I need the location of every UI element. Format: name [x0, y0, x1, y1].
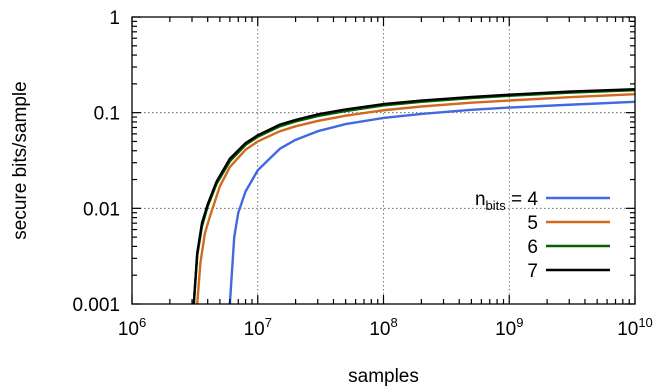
- y-tick-label: 1: [109, 8, 120, 29]
- x-tick-label: 106: [118, 315, 146, 340]
- y-tick-label: 0.001: [72, 295, 120, 316]
- plot-frame: [131, 16, 636, 305]
- x-tick-label: 1010: [617, 315, 653, 340]
- axis-ticks: [131, 16, 636, 305]
- x-tick-label: 109: [495, 315, 523, 340]
- series-line-7: [192, 87, 636, 305]
- series-line-5: [196, 92, 636, 305]
- x-tick-label: 108: [369, 315, 397, 340]
- x-axis-title: samples: [348, 366, 419, 387]
- legend-label-7: 7: [527, 261, 538, 282]
- y-axis-tick-labels: 1 0.1 0.01 0.001: [72, 8, 120, 316]
- x-tick-label: 107: [244, 315, 272, 340]
- y-tick-label: 0.01: [83, 199, 120, 220]
- y-axis-title: secure bits/sample: [10, 81, 31, 239]
- legend-label-6: 6: [527, 237, 538, 258]
- series-lines: [192, 87, 636, 305]
- x-axis-tick-labels: 106 107 108 109 1010: [118, 315, 653, 340]
- y-tick-label: 0.1: [94, 104, 120, 125]
- legend-label-4: nbits = 4: [475, 189, 538, 213]
- grid: [132, 17, 635, 304]
- legend-label-5: 5: [527, 213, 538, 234]
- series-line-4: [228, 100, 636, 305]
- legend: nbits = 45 6 7: [475, 189, 610, 282]
